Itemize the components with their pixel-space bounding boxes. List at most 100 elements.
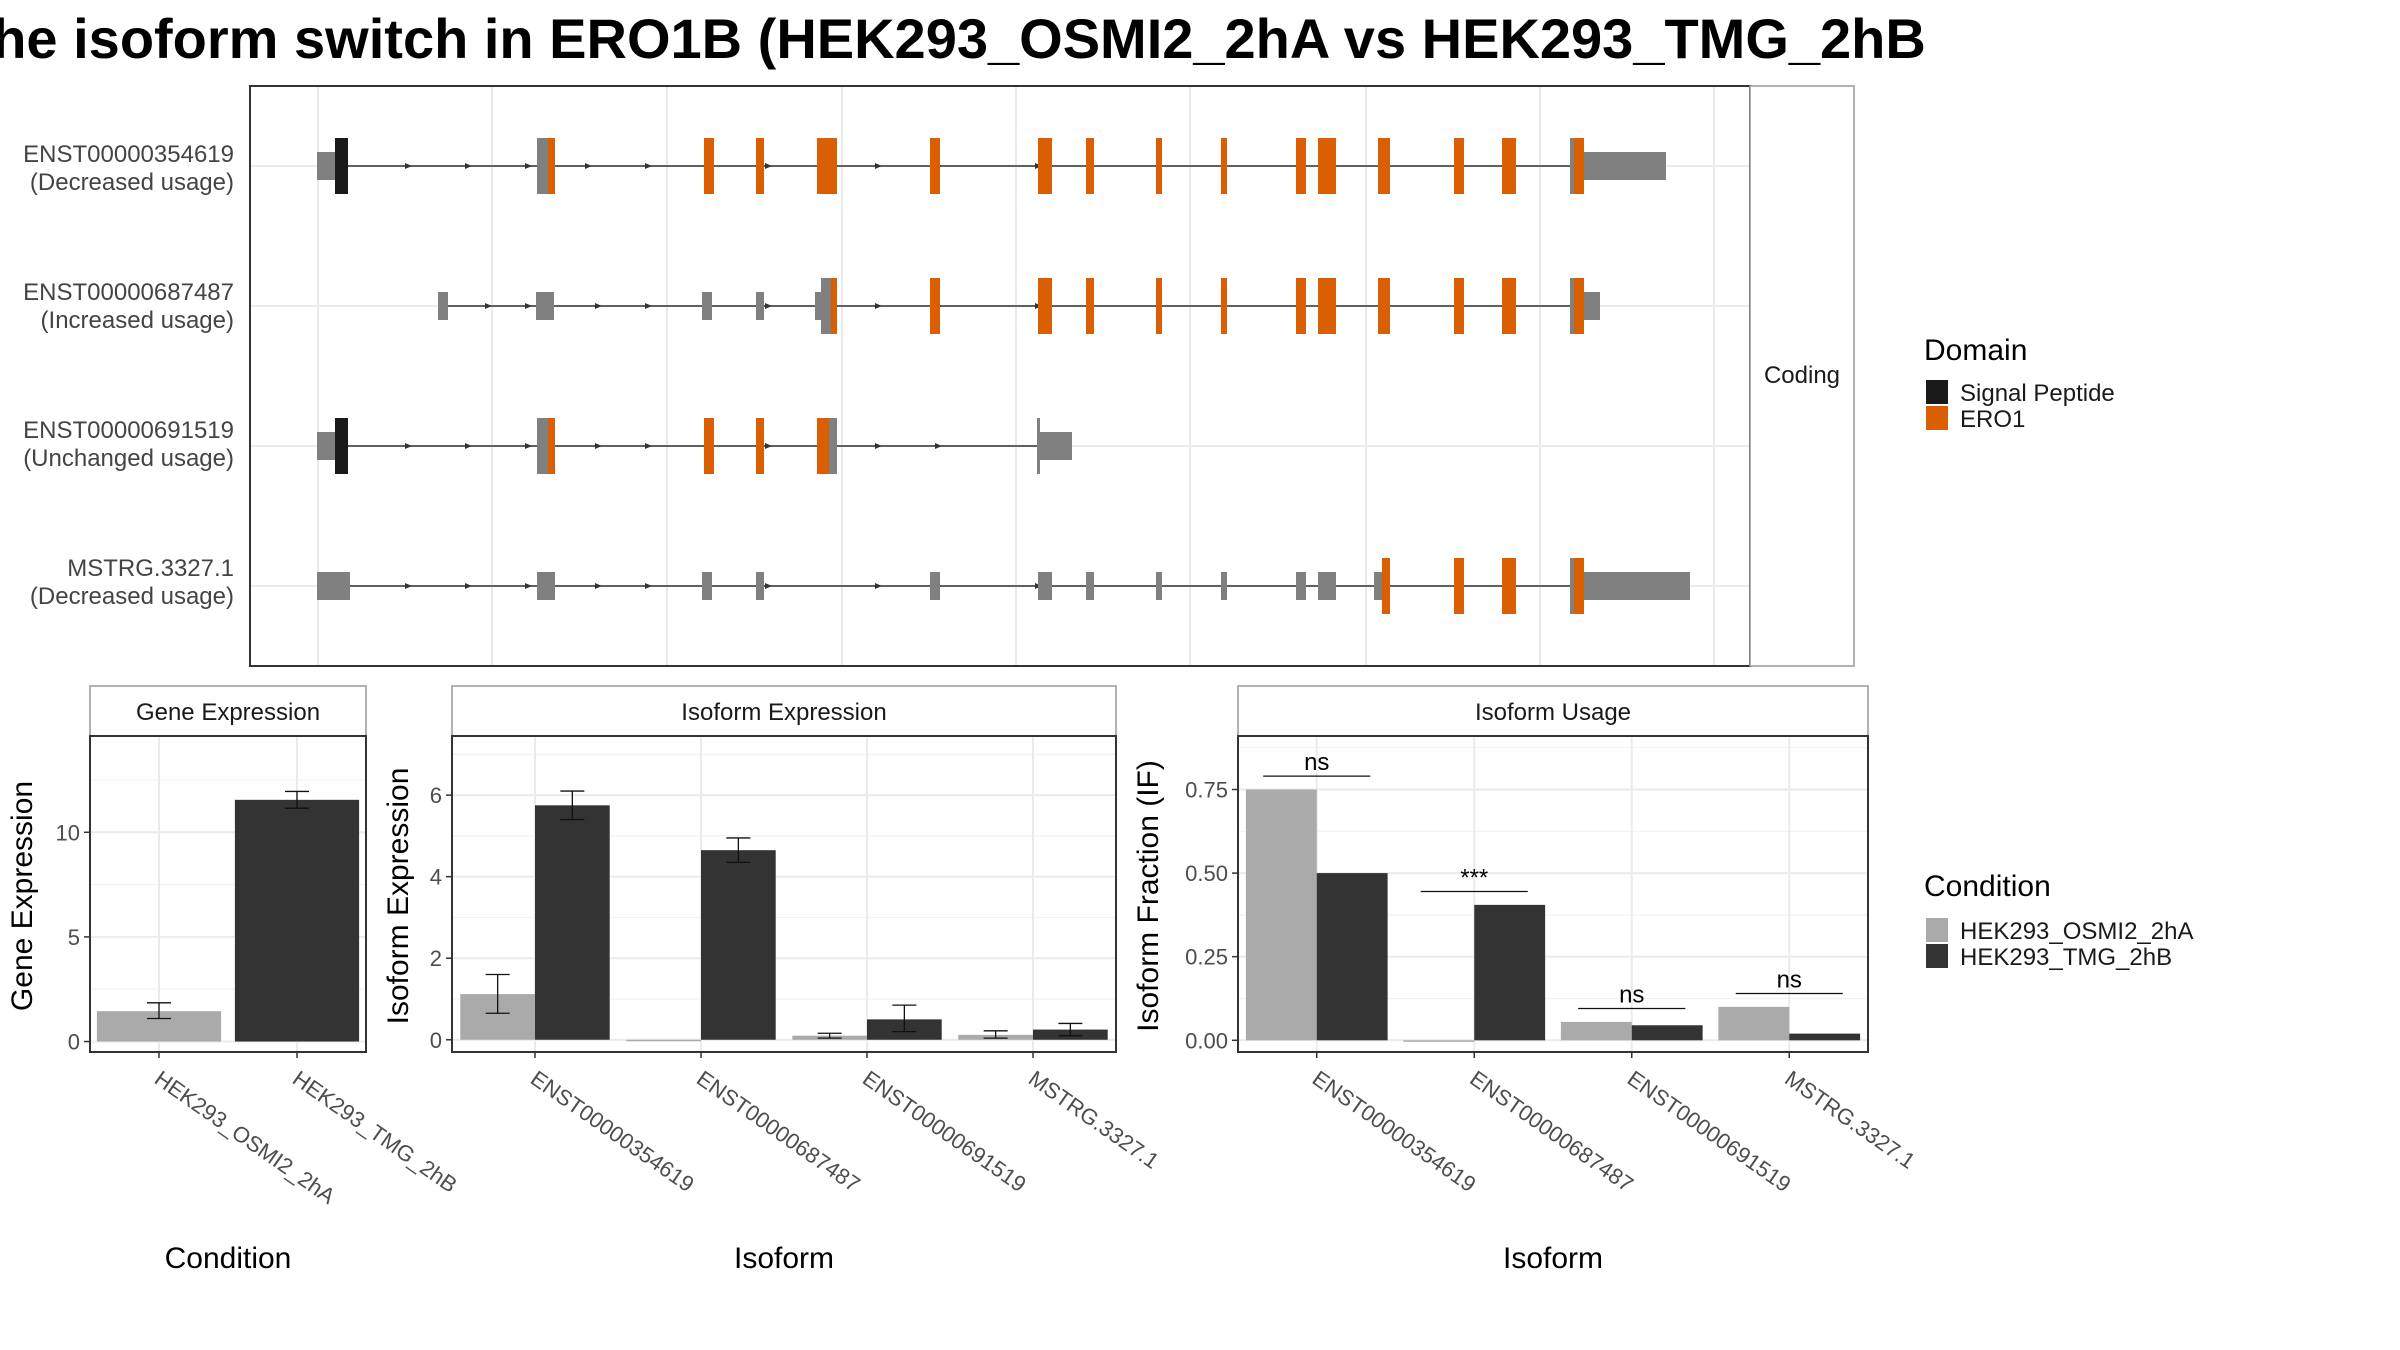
utr-exon <box>1318 572 1336 600</box>
isoform-label-1-id: ENST00000354619 <box>23 141 234 168</box>
bar-ENST00000354619-osmi2 <box>1245 789 1317 1041</box>
legend-key-tmg <box>1926 944 1948 968</box>
bar-HEK293_TMG_2hB <box>234 799 360 1042</box>
utr-exon <box>1086 572 1094 600</box>
utr-exon <box>536 292 554 320</box>
utr-exon <box>1221 572 1227 600</box>
isoform-expression-ylabel: Isoform Expression <box>382 768 415 1025</box>
ero1-domain-region <box>1318 278 1336 334</box>
isoform-label-4-usage: (Decreased usage) <box>30 583 234 610</box>
ero1-domain-region <box>817 138 837 194</box>
isoform-usage-xlabel: Isoform <box>1503 1242 1603 1275</box>
error-bar <box>983 1030 1008 1039</box>
legend-key-signal-peptide <box>1926 380 1948 404</box>
utr-exon <box>1040 432 1072 460</box>
domain-legend: Domain Signal Peptide ERO1 <box>1924 334 2115 433</box>
y-tick-label: 0.50 <box>1185 861 1228 886</box>
ero1-domain-region <box>1318 138 1336 194</box>
bar-ENST00000687487-tmg <box>1474 904 1546 1041</box>
x-tick-label: ENST00000354619 <box>526 1066 699 1197</box>
strand-arrow <box>765 443 772 449</box>
ero1-domain-region <box>1296 278 1306 334</box>
error-bar <box>892 1004 917 1033</box>
utr-exon <box>702 572 712 600</box>
plot-border <box>451 735 1117 1053</box>
ero1-domain-region <box>817 418 829 474</box>
y-tick-label: 10 <box>56 820 80 845</box>
x-tick-label: ENST00000691519 <box>858 1066 1031 1197</box>
bar-ENST00000687487-osmi2 <box>626 1039 701 1042</box>
signal-peptide-region <box>335 418 348 474</box>
utr-exon <box>317 152 335 180</box>
utr-exon <box>1584 572 1690 600</box>
x-tick-label: MSTRG.3327.1 <box>1780 1066 1920 1174</box>
ero1-domain-region <box>1454 138 1464 194</box>
x-tick-label: ENST00000687487 <box>692 1066 865 1197</box>
ero1-domain-region <box>1086 138 1094 194</box>
strand-arrow <box>405 583 412 589</box>
strand-arrow <box>465 443 472 449</box>
ero1-domain-region <box>1574 138 1584 194</box>
strand-arrow <box>525 583 532 589</box>
ero1-domain-region <box>1574 278 1584 334</box>
strand-arrow <box>525 303 532 309</box>
ero1-domain-region <box>1221 278 1227 334</box>
y-tick-label: 0.75 <box>1185 778 1228 803</box>
coding-exon <box>1570 278 1574 334</box>
error-bar <box>1058 1022 1083 1037</box>
error-bar <box>147 1002 171 1020</box>
ero1-domain-region <box>548 418 555 474</box>
ero1-domain-region <box>1296 138 1306 194</box>
strand-arrow <box>525 443 532 449</box>
bar-MSTRG.3327.1-tmg <box>1789 1033 1861 1041</box>
ero1-domain-region <box>704 418 714 474</box>
utr-exon <box>317 432 335 460</box>
figure-title: The isoform switch in ERO1B (HEK293_OSMI… <box>0 7 1926 70</box>
ero1-domain-region <box>1454 278 1464 334</box>
significance-label: ns <box>1619 982 1644 1009</box>
strand-arrow <box>465 583 472 589</box>
ero1-domain-region <box>831 278 837 334</box>
ero1-domain-region <box>1502 138 1516 194</box>
isoform-usage-panel: Isoform Usage 0.00 0.25 0.50 0.75 ns *** ns ns E… <box>1132 685 1920 1275</box>
y-tick-label: 2 <box>430 946 442 971</box>
utr-exon <box>1374 572 1382 600</box>
strand-arrow <box>405 443 412 449</box>
isoform-usage-plot: 0.00 0.25 0.50 0.75 ns *** ns ns ENST00000354619… <box>1185 735 1920 1197</box>
strand-arrow <box>585 163 592 169</box>
ero1-domain-region <box>1156 278 1162 334</box>
strand-arrow <box>645 443 652 449</box>
plot-border <box>1237 735 1869 1053</box>
error-bar <box>485 973 510 1014</box>
error-bar <box>560 790 585 821</box>
x-tick-label: ENST00000354619 <box>1308 1066 1481 1197</box>
domain-legend-title: Domain <box>1924 334 2027 367</box>
bar-ENST00000691519-tmg <box>1631 1025 1703 1041</box>
strand-arrow <box>935 443 942 449</box>
isoform-usage-strip-label: Isoform Usage <box>1475 699 1631 726</box>
legend-label-ero1: ERO1 <box>1960 406 2025 433</box>
bar-ENST00000354619-tmg <box>535 805 610 1040</box>
significance-label: ns <box>1304 749 1329 776</box>
condition-legend-title: Condition <box>1924 870 2051 903</box>
ero1-domain-region <box>1156 138 1162 194</box>
strand-arrow <box>595 303 602 309</box>
bar-ENST00000691519-osmi2 <box>1560 1021 1632 1041</box>
legend-label-tmg: HEK293_TMG_2hB <box>1960 944 2172 971</box>
ero1-domain-region <box>930 278 940 334</box>
isoform-label-4-id: MSTRG.3327.1 <box>67 555 234 582</box>
y-tick-label: 0 <box>430 1028 442 1053</box>
strand-arrow <box>525 163 532 169</box>
utr-exon <box>1038 572 1052 600</box>
error-bar <box>726 837 751 864</box>
ero1-domain-region <box>1086 278 1094 334</box>
ero1-domain-region <box>756 138 764 194</box>
structure-tracks <box>317 138 1690 614</box>
utr-exon <box>1584 292 1600 320</box>
gene-expression-xlabel: Condition <box>165 1242 292 1275</box>
utr-exon <box>1584 152 1666 180</box>
utr-exon <box>815 292 821 320</box>
transcript-structure-panel: Coding ENST00000354619 (Decreased usage)… <box>23 85 1855 667</box>
coding-exon <box>1570 558 1574 614</box>
